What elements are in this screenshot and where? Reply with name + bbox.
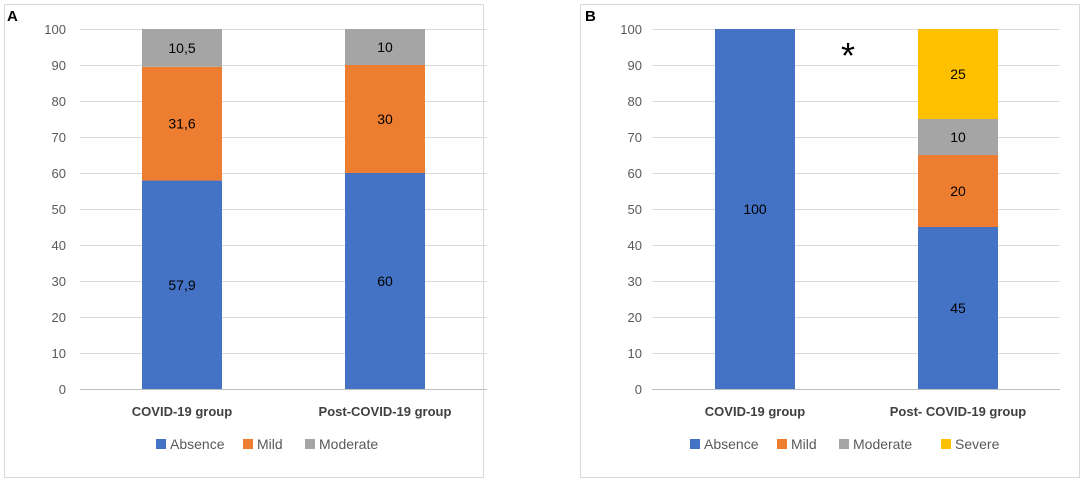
b-data-label: 100 xyxy=(743,201,767,217)
b-y-tick-label: 20 xyxy=(628,310,642,325)
b-bar-absence xyxy=(918,227,998,389)
a-y-tick-label: 70 xyxy=(52,130,66,145)
significance-asterisk: * xyxy=(841,35,855,76)
a-data-label: 60 xyxy=(377,273,393,289)
b-category-label: COVID-19 group xyxy=(705,404,805,419)
a-data-label: 30 xyxy=(377,111,393,127)
b-legend-label-mild: Mild xyxy=(791,436,817,452)
b-y-tick-label: 100 xyxy=(620,22,642,37)
b-bar-mild xyxy=(918,155,998,227)
a-legend-label-moderate: Moderate xyxy=(319,436,378,452)
a-category-label: Post-COVID-19 group xyxy=(319,404,452,419)
a-y-tick-label: 40 xyxy=(52,238,66,253)
b-data-label: 45 xyxy=(950,300,966,316)
a-y-tick-label: 30 xyxy=(52,274,66,289)
a-bar-absence xyxy=(345,173,425,389)
b-y-tick-label: 0 xyxy=(635,382,642,397)
a-legend-label-absence: Absence xyxy=(170,436,225,452)
b-y-tick-label: 90 xyxy=(628,58,642,73)
b-y-tick-label: 10 xyxy=(628,346,642,361)
a-legend-swatch-moderate xyxy=(305,439,315,449)
a-y-tick-label: 100 xyxy=(44,22,66,37)
panel-a-chart: 0 10 20 30 40 50 60 70 80 90 100 57,9 31,6 10,5 COVID-… xyxy=(44,22,487,452)
a-y-tick-label: 10 xyxy=(52,346,66,361)
a-y-tick-label: 60 xyxy=(52,166,66,181)
panel-b-label: B xyxy=(585,8,596,25)
a-bar-mild xyxy=(345,65,425,173)
a-data-label: 57,9 xyxy=(168,277,195,293)
b-y-tick-label: 70 xyxy=(628,130,642,145)
b-data-label: 25 xyxy=(950,66,966,82)
b-legend-label-moderate: Moderate xyxy=(853,436,912,452)
a-bar-moderate xyxy=(142,29,222,67)
b-data-label: 20 xyxy=(950,183,966,199)
a-bar-mild xyxy=(142,66,222,181)
a-bar-moderate xyxy=(345,29,425,65)
a-y-tick-label: 80 xyxy=(52,94,66,109)
a-y-tick-label: 20 xyxy=(52,310,66,325)
a-y-tick-label: 90 xyxy=(52,58,66,73)
a-data-label: 10 xyxy=(377,39,393,55)
b-legend-swatch-absence xyxy=(690,439,700,449)
a-data-label: 31,6 xyxy=(168,116,195,132)
b-y-tick-label: 80 xyxy=(628,94,642,109)
a-legend-swatch-absence xyxy=(156,439,166,449)
b-legend-label-severe: Severe xyxy=(955,436,1000,452)
b-y-tick-label: 60 xyxy=(628,166,642,181)
b-bar-moderate xyxy=(918,119,998,155)
b-legend-swatch-mild xyxy=(777,439,787,449)
b-legend-label-absence: Absence xyxy=(704,436,759,452)
b-y-tick-label: 30 xyxy=(628,274,642,289)
b-y-tick-label: 40 xyxy=(628,238,642,253)
b-legend-swatch-moderate xyxy=(839,439,849,449)
a-y-tick-label: 0 xyxy=(59,382,66,397)
b-data-label: 10 xyxy=(950,129,966,145)
a-category-label: COVID-19 group xyxy=(132,404,232,419)
a-legend-label-mild: Mild xyxy=(257,436,283,452)
panel-a-label: A xyxy=(7,8,18,25)
a-legend-swatch-mild xyxy=(243,439,253,449)
b-y-tick-label: 50 xyxy=(628,202,642,217)
b-bar-severe xyxy=(918,29,998,119)
panel-b-chart: 0 10 20 30 40 50 60 70 80 90 100 100 COVID-19 group 4… xyxy=(620,22,1060,452)
b-bar-absence xyxy=(715,29,795,389)
a-bar-absence xyxy=(142,180,222,389)
b-category-label: Post- COVID-19 group xyxy=(890,404,1027,419)
a-data-label: 10,5 xyxy=(168,40,195,56)
a-y-tick-label: 50 xyxy=(52,202,66,217)
b-legend-swatch-severe xyxy=(941,439,951,449)
